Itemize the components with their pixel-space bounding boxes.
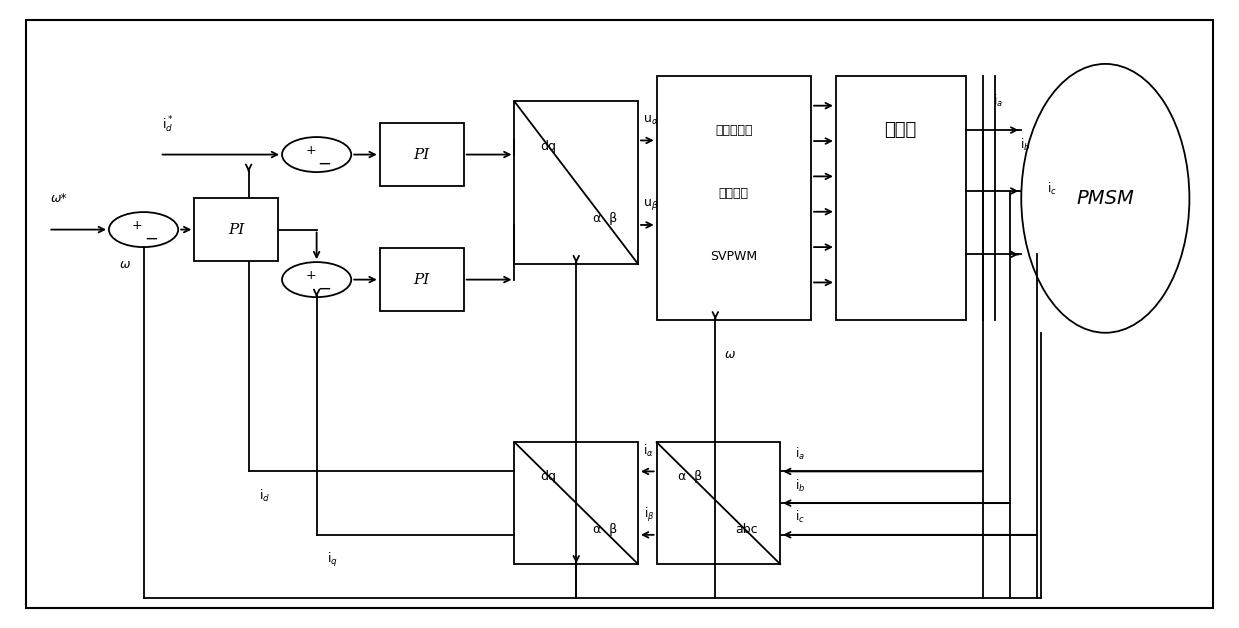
Text: i$_α$: i$_α$ [643, 443, 654, 460]
Text: −: − [144, 230, 157, 248]
Text: ω: ω [725, 348, 736, 361]
Text: SVPWM: SVPWM [710, 251, 757, 263]
Bar [657, 77, 812, 320]
Text: i$_β$: i$_β$ [644, 506, 654, 524]
Text: i$_d$: i$_d$ [259, 489, 270, 504]
Text: dq: dq [540, 470, 556, 483]
Bar [379, 123, 463, 186]
Text: ω*: ω* [51, 192, 68, 205]
Text: 线性补偿: 线性补偿 [719, 187, 748, 200]
Text: i$_a$: i$_a$ [795, 446, 805, 462]
Text: PI: PI [414, 148, 430, 161]
Bar [657, 442, 781, 564]
Text: PI: PI [414, 273, 430, 286]
Bar [514, 102, 638, 264]
Text: u$_α$: u$_α$ [643, 114, 659, 127]
Text: 逆变器: 逆变器 [885, 121, 917, 139]
Text: PMSM: PMSM [1077, 189, 1134, 208]
Text: −: − [317, 155, 331, 173]
Text: i$_d^*$: i$_d^*$ [162, 114, 173, 134]
Bar [514, 442, 638, 564]
Text: i$_c$: i$_c$ [1047, 180, 1057, 197]
Text: dq: dq [540, 141, 556, 153]
Text: α  β: α β [592, 524, 617, 536]
Text: i$_b$: i$_b$ [795, 477, 805, 494]
Text: i$_q$: i$_q$ [327, 551, 337, 569]
Bar [379, 248, 463, 311]
Text: i$_c$: i$_c$ [795, 509, 805, 526]
Text: i$_a$: i$_a$ [992, 93, 1002, 109]
Text: +: + [133, 219, 142, 232]
Text: −: − [317, 280, 331, 298]
Text: abc: abc [736, 524, 758, 536]
Text: α  β: α β [592, 212, 617, 225]
Text: +: + [305, 269, 316, 283]
Bar [836, 77, 965, 320]
Text: +: + [305, 144, 316, 158]
Text: u$_β$: u$_β$ [643, 197, 658, 212]
Text: 负载脉动非: 负载脉动非 [715, 124, 752, 136]
Bar [195, 198, 279, 261]
Text: i$_b$: i$_b$ [1020, 137, 1031, 153]
Text: PI: PI [228, 222, 244, 237]
Text: ω: ω [120, 258, 130, 271]
Text: α  β: α β [678, 470, 703, 483]
